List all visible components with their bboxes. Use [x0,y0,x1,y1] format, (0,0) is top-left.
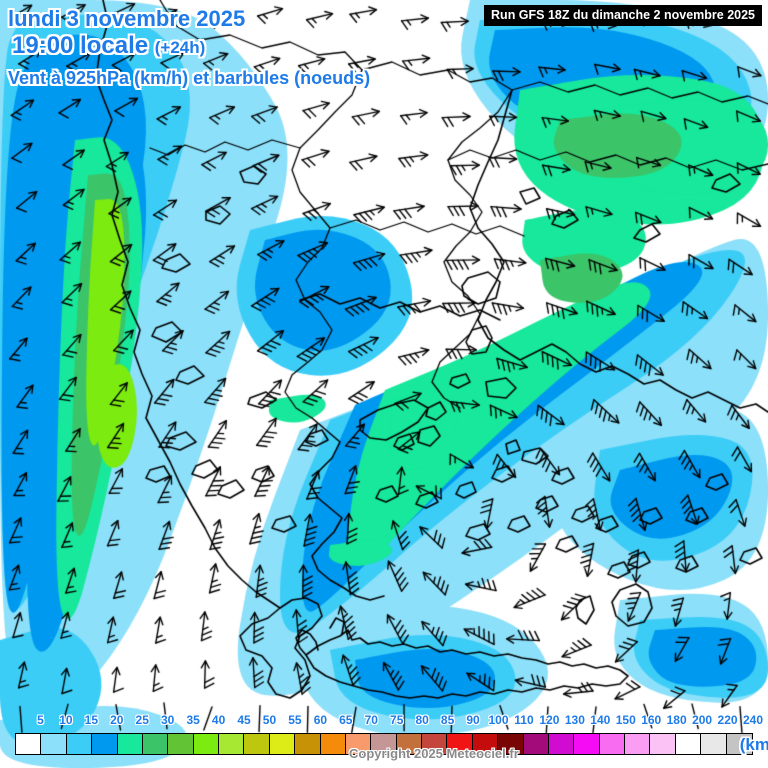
legend-unit-label: (km [739,735,768,754]
legend-swatch [371,734,397,754]
legend-swatch [726,734,752,754]
legend-tick-label: 5 [37,713,44,727]
legend-swatch [599,734,625,754]
color-scale-legend: 5 10 15 20 25 30 35 40 45 50 55 60 65 70 75 80 85 90 100 11… [0,705,768,768]
forecast-time-label: 19:00 locale (+24h) [12,32,205,60]
legend-tick-label: 70 [364,713,378,727]
legend-swatch [117,734,143,754]
legend-tick-label: 15 [84,713,99,727]
legend-tick-label: 100 [488,713,509,727]
legend-swatch [422,734,448,754]
legend-tick-label: 90 [466,713,480,727]
legend-color-bar [15,733,753,755]
legend-swatch [548,734,575,754]
legend-swatch [16,734,42,754]
legend-swatch [295,734,321,754]
legend-swatch [66,734,93,754]
legend-swatch [345,734,372,754]
legend-tick-label: 65 [339,713,353,727]
legend-swatch [92,734,118,754]
forecast-time-text: 19:00 locale [12,32,155,59]
legend-swatch [142,734,169,754]
legend-swatch [193,734,219,754]
legend-tick-label: 55 [288,713,302,727]
legend-tick-label: 50 [262,713,277,727]
legend-tick-label: 30 [161,713,175,727]
legend-tick-label: 25 [135,713,149,727]
legend-swatch [675,734,702,754]
legend-tick-label: 60 [313,713,328,727]
forecast-offset-text: (+24h) [154,38,206,57]
legend-tick-label: 40 [211,713,226,727]
legend-swatch [41,734,67,754]
legend-tick-label: 120 [539,713,560,727]
legend-swatch [701,734,727,754]
legend-swatch [269,734,296,754]
forecast-parameter-label: Vent à 925hPa (km/h) et barbules (noeuds… [8,68,371,88]
legend-tick-label: 140 [590,713,611,727]
legend-tick-label: 150 [615,713,636,727]
legend-tick-label: 160 [641,713,662,727]
legend-tick-label: 110 [514,713,534,727]
legend-tick-label: 10 [59,713,73,727]
forecast-date-label: lundi 3 novembre 2025 [8,6,246,31]
legend-swatch [244,734,270,754]
legend-tick-label: 20 [110,713,124,727]
legend-tick-label: 80 [415,713,429,727]
legend-swatch [168,734,194,754]
legend-swatch [650,734,676,754]
legend-swatch [625,734,651,754]
model-run-banner: Run GFS 18Z du dimanche 2 novembre 2025 [484,5,762,26]
legend-tick-label: 240 [742,713,764,727]
legend-tick-label: 35 [186,713,200,727]
legend-swatch [574,734,600,754]
legend-swatch [396,734,422,754]
legend-swatch [523,734,549,754]
copyright-label: Copyright 2025 Meteociel.fr [349,746,519,761]
legend-tick-labels: 5 10 15 20 25 30 35 40 45 50 55 60 65 70 75 80 85 90 100 11… [0,713,768,731]
legend-swatch [447,734,473,754]
legend-swatch [472,734,499,754]
legend-swatch [320,734,346,754]
legend-swatch [498,734,524,754]
legend-swatch [219,734,245,754]
legend-tick-label: 220 [717,713,738,727]
legend-tick-label: 180 [666,713,687,727]
legend-tick-label: 45 [237,713,251,727]
legend-tick-label: 75 [390,713,404,727]
legend-tick-label: 85 [440,713,455,727]
legend-tick-label: 130 [564,713,585,727]
legend-tick-label: 200 [692,713,713,727]
